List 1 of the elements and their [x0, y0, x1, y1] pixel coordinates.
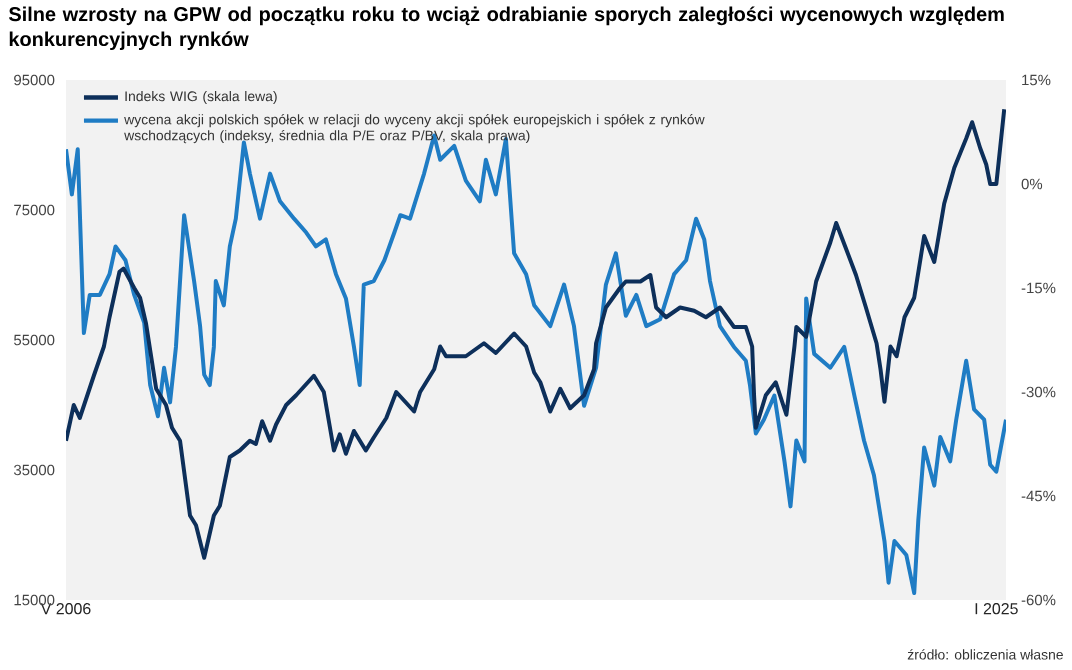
chart-title: Silne wzrosty na GPW od początku roku to wciąż odrabianie sporych zaległości wycenowych względem konkurencyjnych rynków [8, 6, 1004, 51]
